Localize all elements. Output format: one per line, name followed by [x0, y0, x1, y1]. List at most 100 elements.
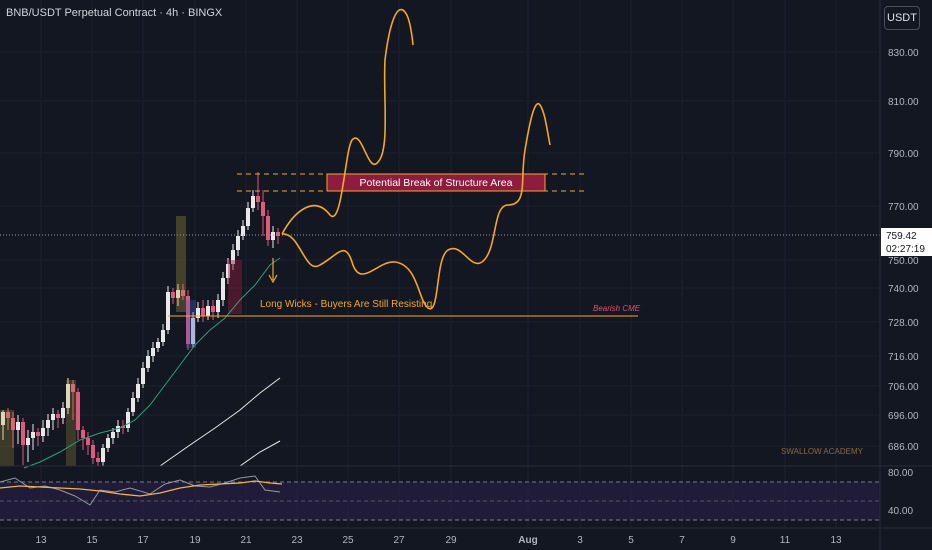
candle-body [146, 356, 150, 368]
candle-body [136, 384, 140, 398]
rsi-pane-band [0, 482, 880, 520]
candle-body [256, 196, 260, 202]
candle-body [176, 290, 180, 298]
candle-body [1, 412, 5, 425]
current-price-badge [881, 228, 932, 256]
candle-body [96, 458, 100, 462]
current-price-value: 759.42 [886, 231, 917, 242]
candle-body [261, 202, 265, 216]
candle-body [106, 438, 110, 448]
time-tick-label: 5 [628, 535, 634, 546]
candle-body [221, 278, 225, 300]
price-tick-label: 706.00 [888, 382, 919, 393]
structure-area-box[interactable] [326, 173, 546, 192]
long-wicks-label: Long Wicks - Buyers Are Still Resisting [260, 299, 432, 310]
candle-body [36, 432, 40, 436]
price-axis[interactable]: 830.00 810.00 790.00 770.00 750.00 740.00 728.… [888, 48, 919, 453]
price-tick-label: 696.00 [888, 411, 919, 422]
candle-body [46, 420, 50, 428]
price-tick-label: 770.00 [888, 202, 919, 213]
price-tick-label: 790.00 [888, 149, 919, 160]
candle-body [156, 342, 160, 348]
currency-button[interactable]: USDT [884, 6, 920, 30]
time-tick-label: 21 [240, 535, 252, 546]
candle-body [206, 306, 210, 316]
time-tick-label: 7 [679, 535, 685, 546]
countdown-value: 02:27:19 [886, 244, 925, 255]
candle-body [246, 208, 250, 226]
candle-body [231, 250, 235, 264]
time-tick-label: 11 [780, 535, 791, 546]
moving-average-white-1 [159, 377, 281, 467]
candle-body [6, 412, 10, 418]
candle-body [121, 426, 125, 428]
candle-body [31, 432, 35, 438]
rsi-tick-label: 40.00 [888, 506, 913, 517]
rsi-axis[interactable]: 80.00 40.00 [888, 468, 913, 517]
time-tick-label: 17 [137, 535, 149, 546]
chart-title: BNB/USDT Perpetual Contract · 4h · BINGX [6, 7, 223, 19]
candle-body [186, 296, 190, 344]
bearish-cme-label: Bearish CME [593, 304, 641, 313]
rsi-signal-line [0, 475, 281, 506]
candle-body [151, 348, 155, 356]
time-tick-label: 13 [35, 535, 47, 546]
candle-body [271, 232, 275, 240]
candle-body [61, 408, 65, 418]
candle-body [26, 438, 30, 445]
price-tick-label: 740.00 [888, 284, 919, 295]
moving-average-green [23, 257, 281, 469]
highlight-zone [176, 216, 186, 312]
candle-body [181, 290, 185, 296]
candle-body [211, 306, 215, 312]
candle-body [166, 292, 170, 330]
candle-body [86, 438, 90, 445]
highlight-zone [228, 260, 242, 314]
candle-body [71, 384, 75, 392]
time-tick-label: 29 [445, 535, 457, 546]
rsi-line [0, 480, 283, 497]
candle-body [91, 445, 95, 458]
projection-path-bullish [281, 8, 414, 235]
time-tick-label: 27 [393, 535, 405, 546]
time-tick-label: 19 [189, 535, 201, 546]
candlesticks [0, 172, 280, 466]
highlight-zone [186, 300, 196, 348]
price-tick-label: 810.00 [888, 97, 919, 108]
candle-body [191, 318, 195, 344]
candle-body [21, 422, 25, 445]
price-tick-label: 716.00 [888, 352, 919, 363]
candle-body [126, 412, 130, 428]
highlight-zone [0, 410, 14, 466]
candle-body [201, 308, 205, 316]
time-tick-label: 15 [86, 535, 98, 546]
candle-body [101, 448, 105, 462]
candle-body [11, 418, 15, 430]
candle-body [51, 414, 55, 420]
moving-average-white-2 [239, 440, 281, 467]
candle-body [236, 236, 240, 250]
price-tick-label: 686.00 [888, 442, 919, 453]
grid-lines [0, 0, 880, 528]
time-tick-label: 25 [342, 535, 354, 546]
time-axis[interactable]: 13 15 17 19 21 23 25 27 29 Aug 3 5 7 9 11 13 [35, 535, 842, 546]
candle-body [216, 300, 220, 312]
candle-body [171, 292, 175, 298]
price-tick-label: 830.00 [888, 48, 919, 59]
watermark: SWALLOW ACADEMY [781, 447, 864, 456]
candle-body [241, 226, 245, 236]
candle-body [41, 428, 45, 436]
candle-body [81, 430, 85, 438]
time-tick-label: 9 [730, 535, 736, 546]
time-tick-label: 3 [577, 535, 583, 546]
structure-area-label: Potential Break of Structure Area [360, 177, 513, 189]
candle-body [161, 330, 165, 342]
time-tick-label: 13 [830, 535, 842, 546]
candle-body [276, 232, 280, 236]
candle-body [251, 196, 255, 208]
candle-body [196, 308, 200, 318]
time-tick-label: Aug [518, 535, 537, 546]
candle-body [131, 398, 135, 412]
